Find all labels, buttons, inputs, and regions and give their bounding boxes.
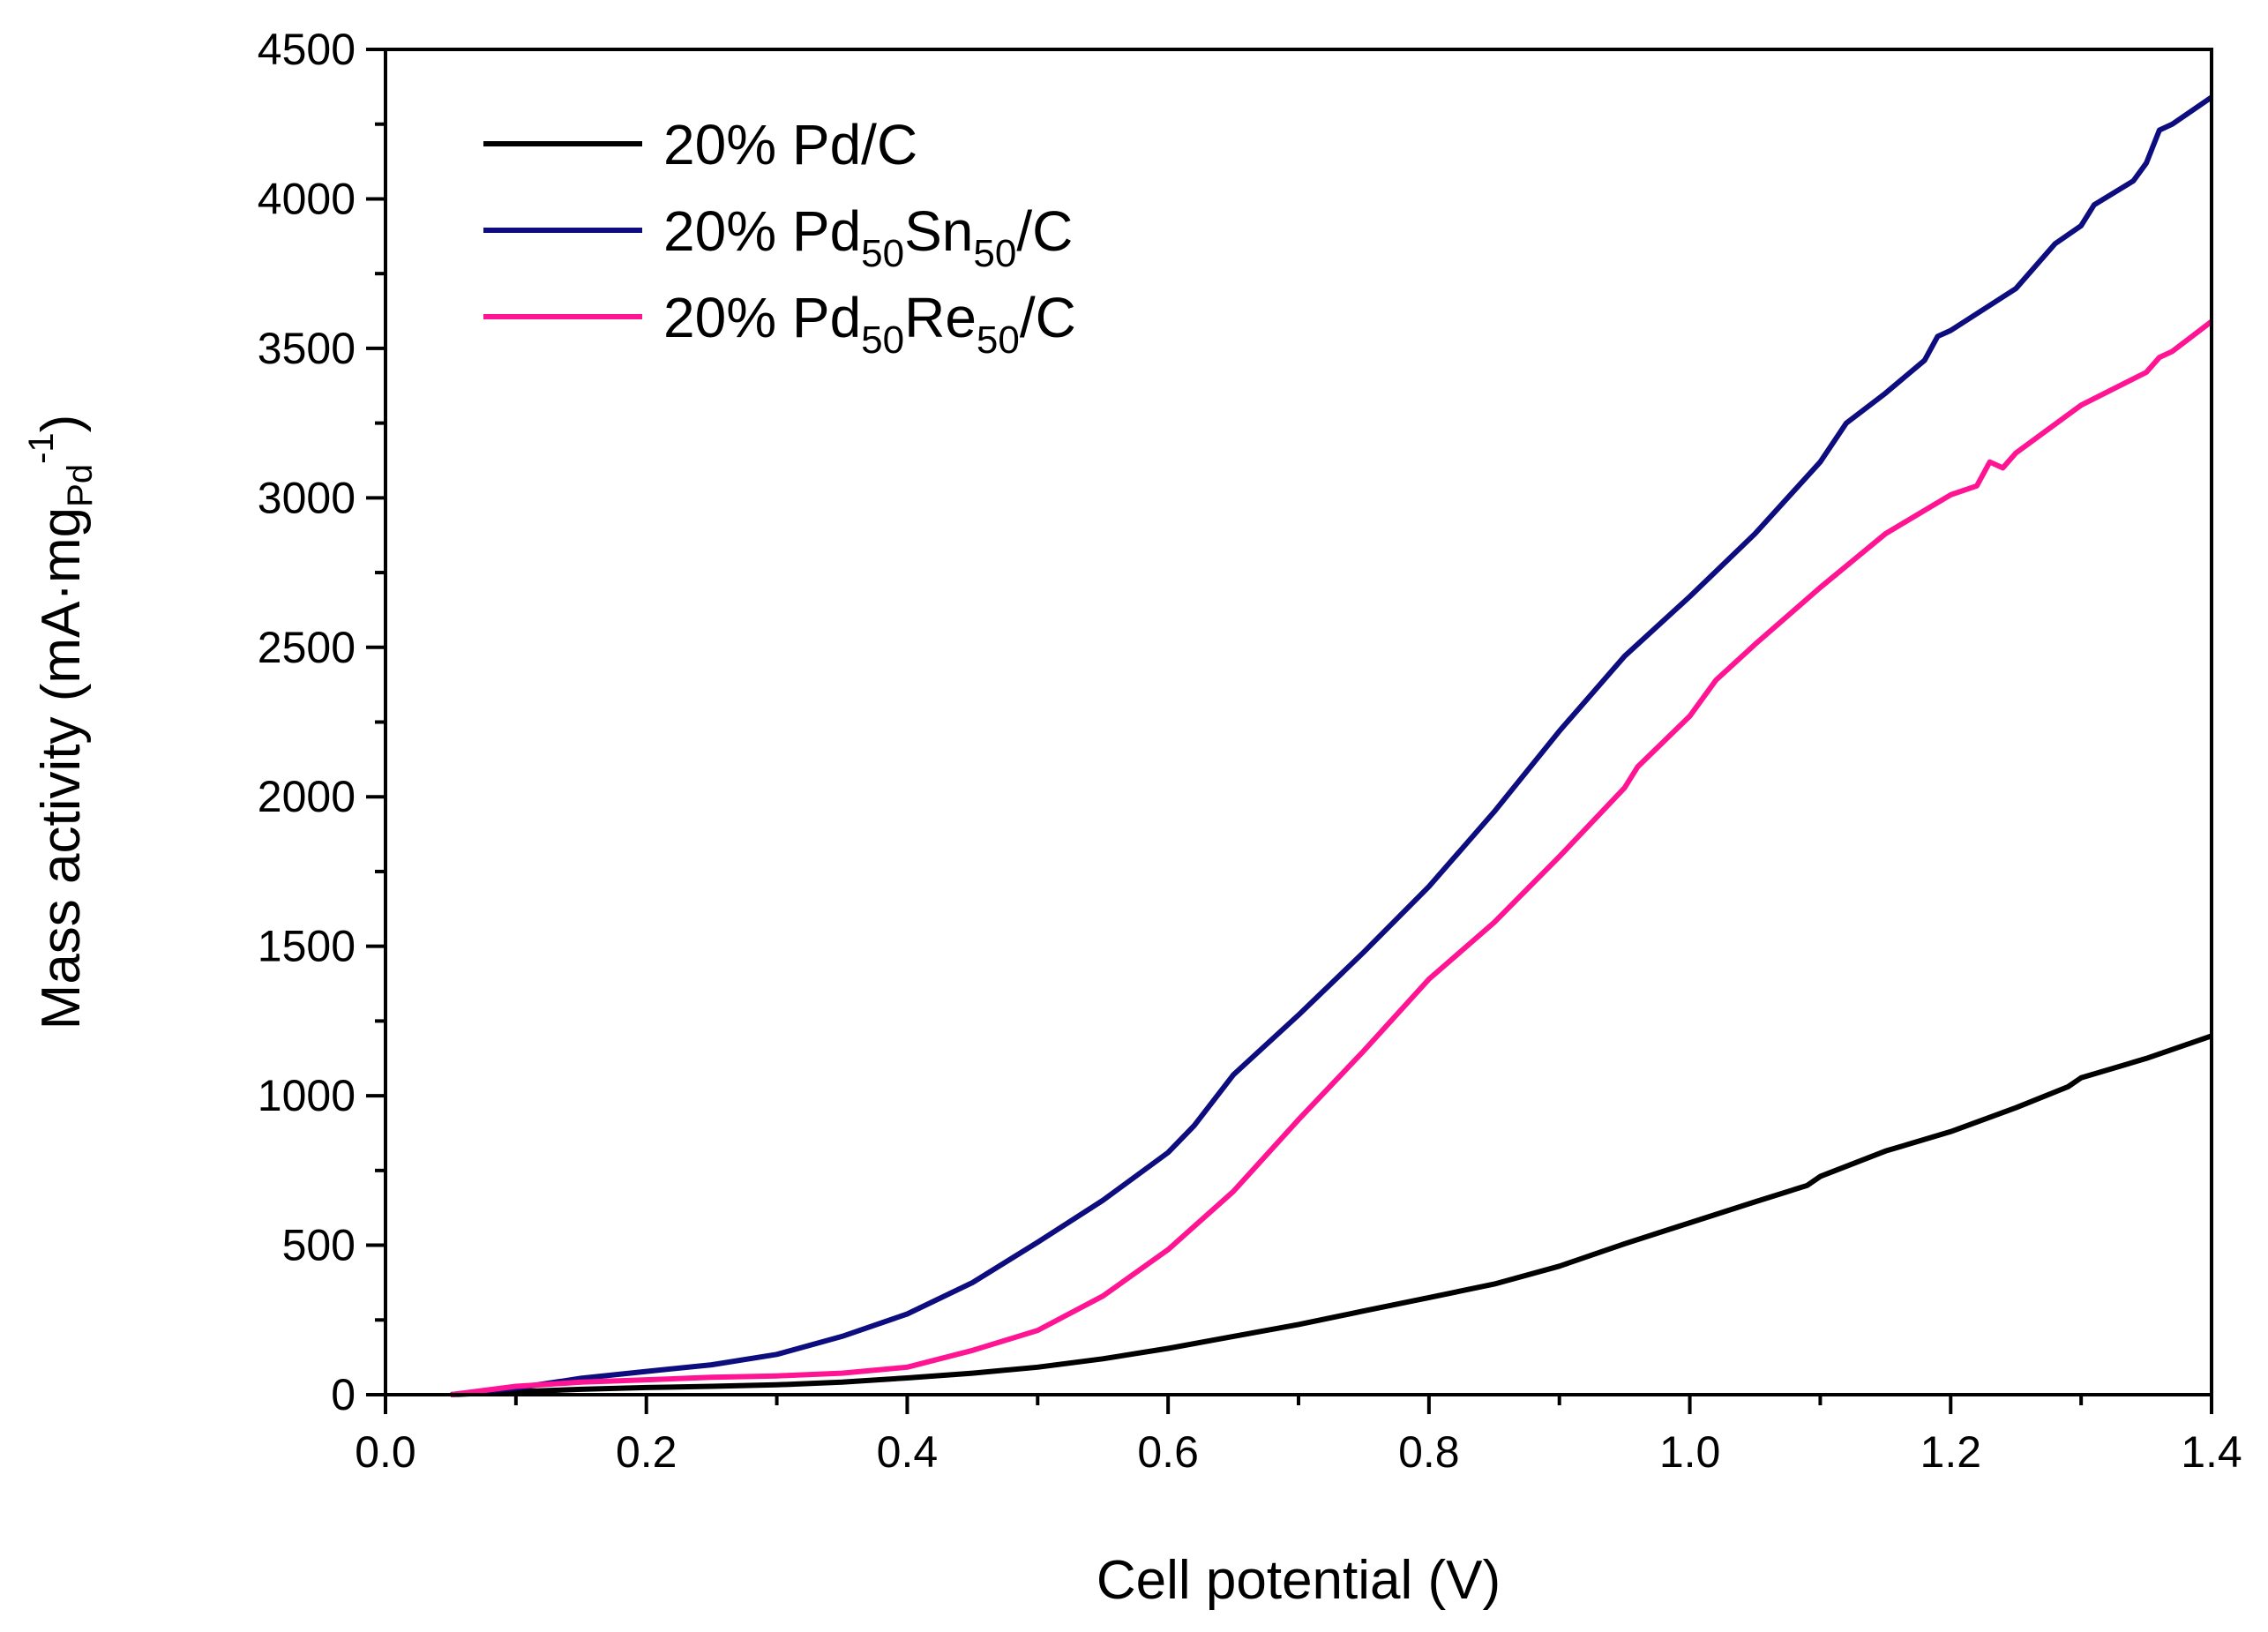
legend: 20% Pd/C 20% Pd50Sn50/C 20% Pd50Re50/C <box>483 113 1076 362</box>
x-tick-label: 1.4 <box>2181 1427 2242 1477</box>
series-line-20-pd50sn50-c <box>450 94 2213 1397</box>
y-tick-label: 2500 <box>258 623 356 672</box>
x-tick-label: 0.8 <box>1398 1427 1460 1477</box>
legend-label: 20% Pd50Sn50/C <box>663 199 1073 275</box>
series-line-20-pd50re50-c <box>450 319 2213 1397</box>
y-tick-label: 4500 <box>258 25 356 74</box>
y-axis-title-close: ) <box>31 415 92 433</box>
y-tick-label: 0 <box>331 1370 356 1419</box>
y-tick-label: 3000 <box>258 473 356 522</box>
legend-item: 20% Pd/C <box>483 113 917 176</box>
x-tick-label: 1.2 <box>1920 1427 1982 1477</box>
x-axis-title: Cell potential (V) <box>1097 1550 1501 1611</box>
series-line-20-pd-c <box>450 1033 2212 1397</box>
legend-label: 20% Pd50Re50/C <box>663 286 1076 362</box>
x-tick-label: 1.0 <box>1659 1427 1721 1477</box>
y-axis-title-subscript: Pd <box>61 464 100 507</box>
plot-area <box>450 94 2213 1397</box>
y-axis: 0 500 1000 1500 2000 2500 3000 3500 4000 4500 <box>258 25 385 1419</box>
y-tick-label: 3500 <box>258 324 356 373</box>
y-tick-label: 1500 <box>258 922 356 971</box>
y-axis-title-superscript: -1 <box>22 432 61 464</box>
y-axis-title: Mass activity (mA·mgPd-1) <box>22 415 100 1030</box>
y-tick-label: 4000 <box>258 174 356 223</box>
x-tick-label: 0.2 <box>616 1427 677 1477</box>
y-tick-label: 2000 <box>258 772 356 821</box>
x-tick-label: 0.4 <box>877 1427 939 1477</box>
legend-label: 20% Pd/C <box>663 113 917 176</box>
y-tick-label: 1000 <box>258 1071 356 1120</box>
x-tick-label: 0.6 <box>1137 1427 1199 1477</box>
y-axis-title-main: Mass activity (mA·mg <box>31 507 92 1029</box>
y-tick-label: 500 <box>282 1221 356 1270</box>
legend-item: 20% Pd50Sn50/C <box>483 199 1073 275</box>
x-tick-label: 0.0 <box>355 1427 416 1477</box>
legend-item: 20% Pd50Re50/C <box>483 286 1076 362</box>
x-axis: 0.0 0.2 0.4 0.6 0.8 1.0 1.2 1.4 <box>355 1395 2242 1477</box>
plot-frame <box>384 48 2213 1396</box>
